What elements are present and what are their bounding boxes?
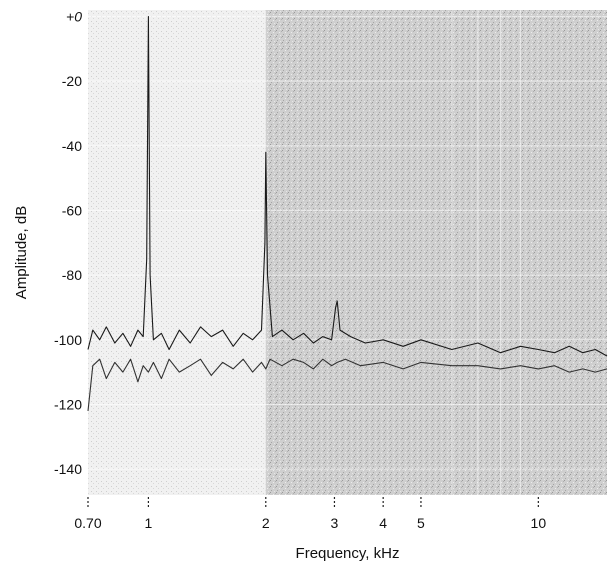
y-axis-title: Amplitude, dB bbox=[13, 206, 30, 299]
y-tick-label: -140 bbox=[54, 461, 82, 477]
grid-lines bbox=[88, 10, 607, 495]
x-tick-label: 10 bbox=[531, 515, 547, 531]
x-tick-label: 0.70 bbox=[74, 515, 101, 531]
y-tick-label: -120 bbox=[54, 396, 82, 412]
x-tick-label: 4 bbox=[379, 515, 387, 531]
x-axis-title: Frequency, kHz bbox=[296, 545, 400, 562]
x-tick-label: 1 bbox=[145, 515, 153, 531]
x-tick-label: 5 bbox=[417, 515, 425, 531]
y-tick-label: -60 bbox=[62, 202, 82, 218]
x-axis: 0.70 1 2 3 4 5 10 bbox=[74, 497, 546, 531]
y-tick-label: -20 bbox=[62, 73, 82, 89]
y-tick-label: +0 bbox=[66, 8, 82, 24]
x-tick-label: 2 bbox=[262, 515, 270, 531]
y-tick-label: -80 bbox=[62, 267, 82, 283]
x-tick-label: 3 bbox=[331, 515, 339, 531]
shaded-region bbox=[265, 10, 607, 495]
y-tick-label: -100 bbox=[54, 332, 82, 348]
y-axis: +0 -20 -40 -60 -80 -100 -120 -140 bbox=[54, 8, 82, 477]
series-layer bbox=[87, 15, 608, 411]
series-line bbox=[87, 358, 608, 411]
series-line bbox=[87, 15, 608, 357]
y-tick-label: -40 bbox=[62, 138, 82, 154]
